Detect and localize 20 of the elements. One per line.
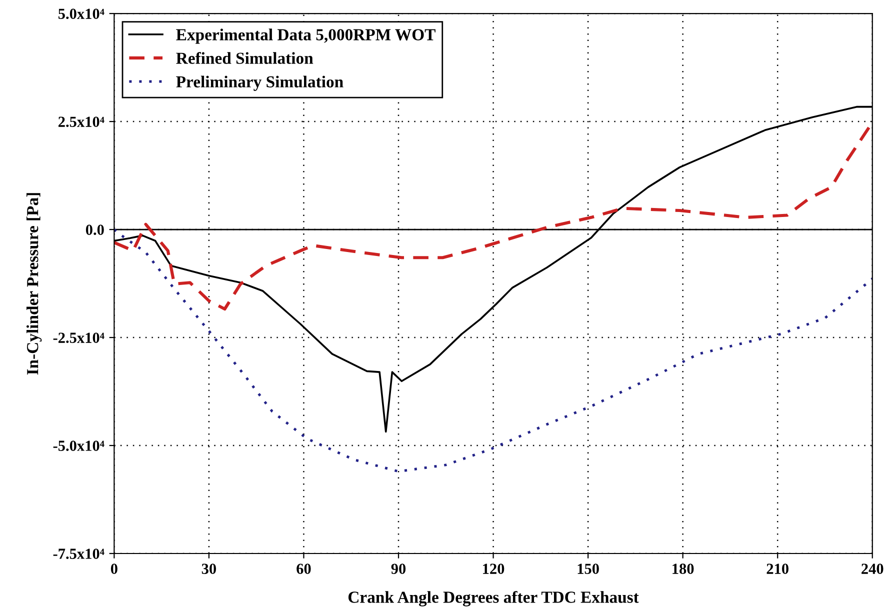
x-tick-label: 0 — [110, 564, 118, 574]
y-tick-label: -5.0x10⁴ — [53, 440, 104, 452]
x-tick-label: 150 — [578, 564, 599, 574]
x-tick-label: 90 — [391, 564, 406, 574]
legend-label: Refined Simulation — [176, 52, 314, 64]
y-tick-label: 0.0 — [86, 224, 104, 236]
y-tick-label: 5.0x10⁴ — [58, 8, 104, 20]
x-axis-title: Crank Angle Degrees after TDC Exhaust — [348, 590, 639, 606]
x-tick-label: 30 — [202, 564, 216, 574]
x-tick-label: 210 — [766, 564, 788, 574]
x-tick-label: 60 — [296, 564, 311, 574]
legend-label: Experimental Data 5,000RPM WOT — [176, 28, 436, 44]
x-tick-label: 180 — [672, 564, 694, 574]
legend-label: Preliminary Simulation — [176, 76, 344, 91]
x-tick-label: 120 — [483, 564, 504, 574]
y-tick-label: -7.5x10⁴ — [53, 548, 104, 560]
y-tick-label: 2.5x10⁴ — [58, 116, 104, 128]
y-tick-label: -2.5x10⁴ — [53, 332, 104, 344]
y-axis-title: In-Cylinder Pressure [Pa] — [26, 193, 42, 375]
x-tick-label: 240 — [862, 564, 884, 574]
